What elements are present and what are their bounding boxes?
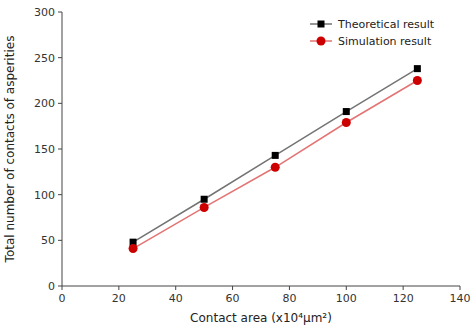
- x-tick-label: 120: [393, 292, 414, 305]
- data-point: [201, 196, 208, 203]
- data-point: [342, 118, 351, 127]
- x-axis-line: [62, 286, 460, 287]
- y-tick-label: 50: [41, 234, 55, 247]
- x-tick-label: 80: [282, 292, 296, 305]
- y-axis-label: Total number of contacts of asperities: [3, 36, 17, 264]
- y-tick-label: 300: [34, 6, 55, 19]
- x-tick: [460, 286, 461, 290]
- chart: 0 20 40 60 80 100 120 140 0 50 100 150 200 250 300 Cont…: [0, 0, 474, 330]
- x-tick-label: 140: [450, 292, 471, 305]
- legend: Theoretical result Simulation result: [310, 18, 435, 48]
- y-tick: [58, 149, 62, 150]
- x-tick: [175, 286, 176, 290]
- y-tick-label: 100: [34, 189, 55, 202]
- x-tick: [346, 286, 347, 290]
- x-tick: [403, 286, 404, 290]
- data-point: [272, 152, 279, 159]
- legend-label: Simulation result: [338, 35, 432, 48]
- series: [130, 65, 421, 246]
- data-point: [129, 244, 138, 253]
- x-tick-label: 60: [226, 292, 240, 305]
- x-tick-label: 40: [169, 292, 183, 305]
- x-tick-label: 100: [336, 292, 357, 305]
- x-axis-label: Contact area (x10⁴μm²): [190, 311, 332, 325]
- data-point: [343, 108, 350, 115]
- y-tick: [58, 286, 62, 287]
- series: [129, 76, 422, 253]
- data-point: [271, 163, 280, 172]
- x-tick: [289, 286, 290, 290]
- x-tick-label: 20: [112, 292, 126, 305]
- x-tick-label: 0: [59, 292, 66, 305]
- series-line: [133, 69, 417, 243]
- legend-marker: [318, 21, 325, 28]
- legend-label: Theoretical result: [337, 18, 435, 31]
- series-line: [133, 81, 417, 249]
- data-point: [413, 76, 422, 85]
- legend-marker: [317, 37, 326, 46]
- y-tick-label: 0: [48, 280, 55, 293]
- y-tick: [58, 194, 62, 195]
- x-tick: [232, 286, 233, 290]
- x-tick: [62, 286, 63, 290]
- y-tick: [58, 103, 62, 104]
- chart-container: 0 20 40 60 80 100 120 140 0 50 100 150 200 250 300 Cont…: [0, 0, 474, 330]
- axes: 0 20 40 60 80 100 120 140 0 50 100 150 200 250 300: [34, 6, 471, 305]
- y-tick-label: 250: [34, 52, 55, 65]
- y-tick: [58, 12, 62, 13]
- y-tick: [58, 57, 62, 58]
- y-tick-label: 200: [34, 97, 55, 110]
- data-point: [200, 203, 209, 212]
- y-tick-label: 150: [34, 143, 55, 156]
- x-tick: [118, 286, 119, 290]
- plot-area: [129, 65, 422, 253]
- data-point: [414, 65, 421, 72]
- y-tick: [58, 240, 62, 241]
